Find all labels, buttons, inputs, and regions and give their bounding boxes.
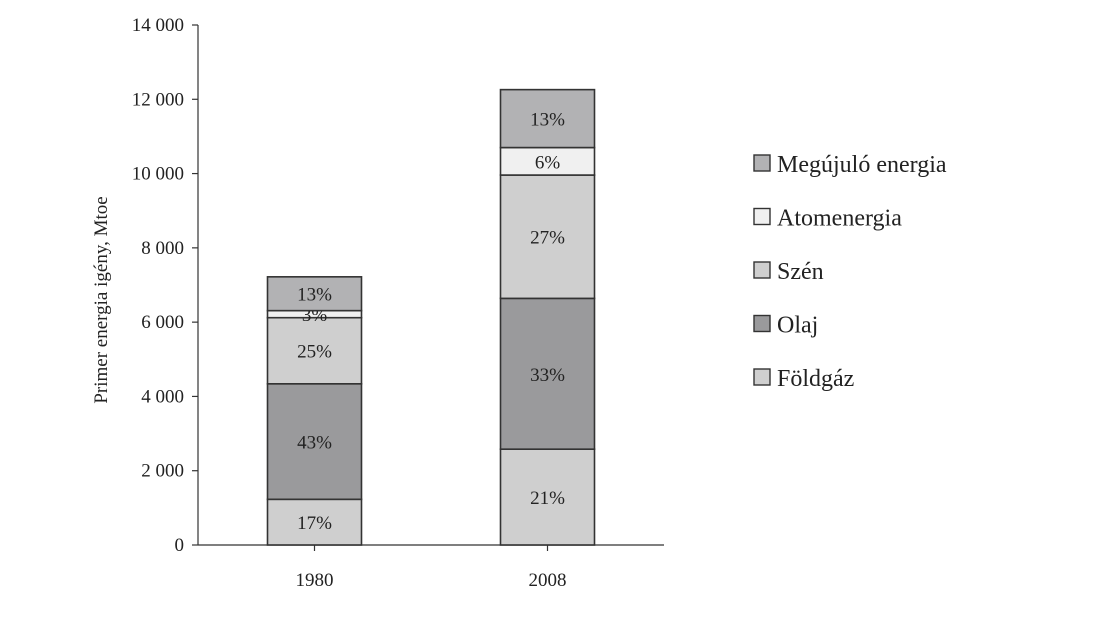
legend-swatch [753,154,771,172]
legend-item: Megújuló energia [753,152,947,178]
segment-label: 33% [530,365,565,386]
y-tick-label: 10 000 [132,164,184,185]
legend-label: Földgáz [777,366,854,392]
bars: 17%43%25%3%13%21%33%27%6%13% [266,88,596,546]
legend-swatch [753,207,771,226]
bar-segment [266,498,363,546]
legend-label: Megújuló energia [777,152,947,178]
legend-item: Földgáz [753,366,854,392]
bar-segment [266,382,363,501]
bar-segment [499,297,596,450]
legend-label: Szén [777,259,824,285]
segment-label: 43% [297,433,332,454]
segment-label: 25% [297,342,332,363]
y-tick-label: 12 000 [132,89,184,110]
segment-label: 13% [530,110,565,131]
y-axis-label: Primer energia igény, Mtoe [91,196,112,403]
y-tick-label: 8 000 [141,238,184,259]
y-tick-label: 14 000 [132,15,184,36]
segment-label: 27% [530,228,565,249]
axes: 0 2 000 4 000 6 000 8 000 10 000 12 000 14 000 [132,15,664,556]
bar-segment [499,88,596,149]
legend-label: Olaj [777,313,818,339]
y-tick-label: 6 000 [141,312,184,333]
legend-label: Atomenergia [777,206,902,232]
segment-label: 21% [530,488,565,509]
legend-item: Atomenergia [753,206,902,232]
x-tick-label: 1980 [296,570,334,591]
bar-segment [499,448,596,546]
bar-stack-2008: 21% 33% 27% 6% 13% [499,88,596,546]
legend-swatch [753,368,771,386]
legend-swatch [753,314,771,333]
y-tick-label: 4 000 [141,386,184,407]
segment-label: 13% [297,285,332,306]
segment-label: 6% [535,152,561,173]
legend-swatch [753,261,771,279]
y-tick-label: 2 000 [141,461,184,482]
x-tick-labels: 1980 2008 [296,570,567,591]
bar-segment [266,276,363,312]
y-tick-label: 0 [175,535,185,556]
legend-item: Olaj [753,313,818,339]
bar-stack-1980: 17%43%25%3%13% [266,276,363,546]
bar-segment [499,174,596,300]
bar-segment [499,146,596,176]
segment-label: 17% [297,513,332,534]
legend: Megújuló energia Atomenergia Szén Olaj Földg… [753,152,947,392]
legend-item: Szén [753,259,824,285]
x-tick-label: 2008 [529,570,567,591]
